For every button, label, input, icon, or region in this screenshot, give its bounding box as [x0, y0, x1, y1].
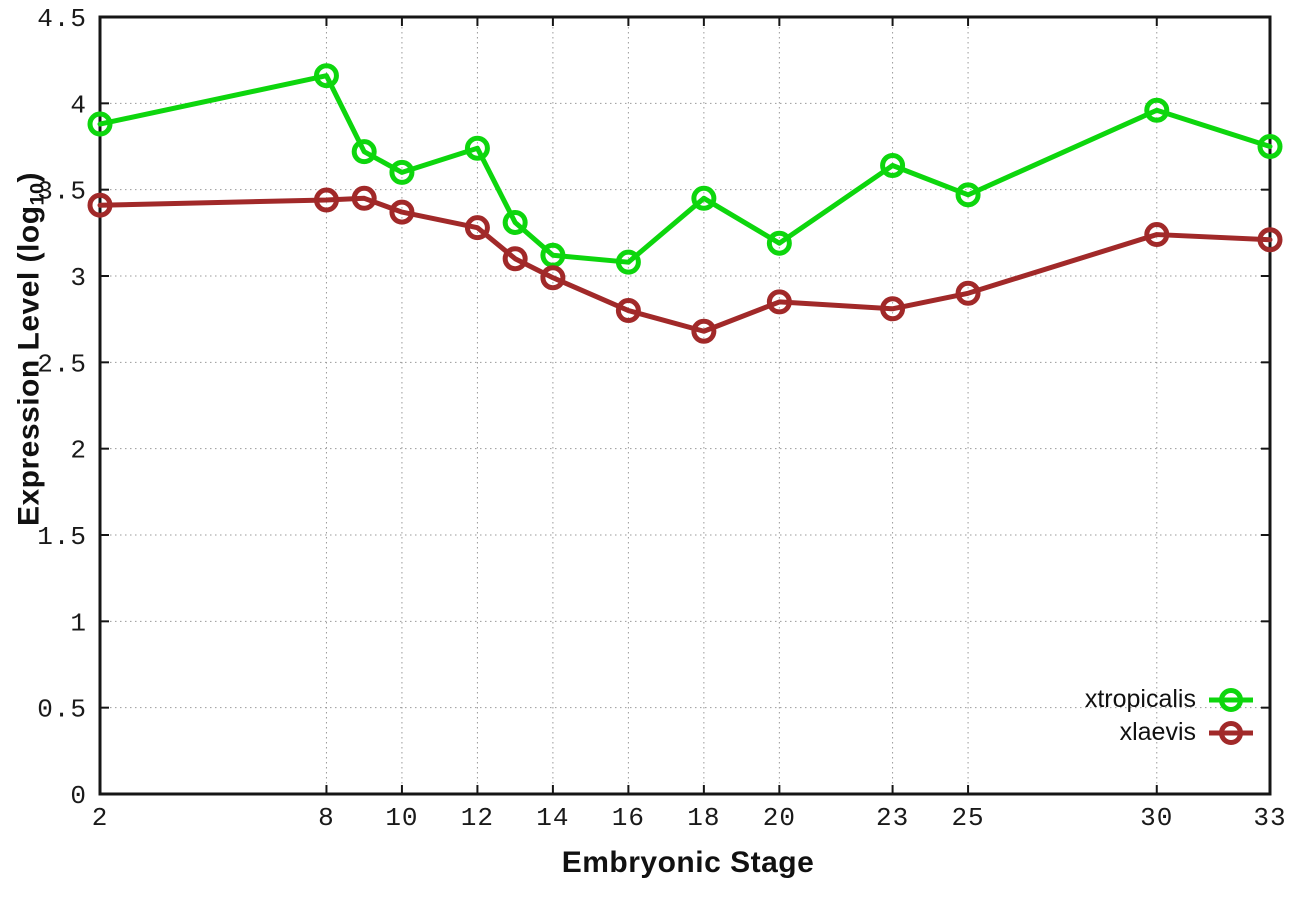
y-axis-title-text: Expression Level (log: [12, 205, 46, 527]
y-tick-label: 3: [70, 263, 87, 293]
legend-label-xtropicalis: xtropicalis: [1084, 685, 1196, 713]
data-point-xlaevis: [464, 215, 490, 241]
y-axis-title: Expression Level (log10): [13, 172, 50, 526]
x-tick-label: 33: [1253, 803, 1286, 833]
x-tick-label: 8: [318, 803, 335, 833]
legend-label-xlaevis: xlaevis: [1119, 718, 1196, 746]
data-point-xtropicalis: [1144, 97, 1170, 123]
y-tick-label: 2: [70, 436, 87, 466]
data-point-xlaevis: [955, 280, 981, 306]
data-point-xtropicalis: [502, 209, 528, 235]
x-tick-label: 16: [612, 803, 645, 833]
x-axis-title: Embryonic Stage: [561, 846, 815, 879]
data-point-xlaevis: [502, 246, 528, 272]
x-tick-label: 14: [536, 803, 569, 833]
data-point-xlaevis: [1144, 222, 1170, 248]
data-point-xlaevis: [313, 187, 339, 213]
data-point-xlaevis: [880, 296, 906, 322]
data-point-xtropicalis: [615, 249, 641, 275]
series-line-xlaevis: [97, 195, 1273, 334]
data-point-xtropicalis: [464, 135, 490, 161]
x-tick-label: 23: [876, 803, 909, 833]
legend: xtropicalis xlaevis: [1085, 683, 1254, 749]
data-point-xtropicalis: [351, 139, 377, 165]
data-point-xlaevis: [691, 318, 717, 344]
y-tick-label: 3.5: [37, 177, 87, 207]
x-tick-label: 25: [951, 803, 984, 833]
data-point-xtropicalis: [87, 111, 113, 137]
y-tick-label: 1: [70, 608, 87, 638]
y-tick-label: 4.5: [37, 4, 87, 34]
x-tick-label: 2: [92, 803, 109, 833]
x-tick-label: 20: [763, 803, 796, 833]
series-line-xtropicalis: [97, 73, 1273, 265]
data-point-xlaevis: [389, 199, 415, 225]
y-tick-label: 2.5: [37, 349, 87, 379]
x-tick-label: 10: [385, 803, 418, 833]
data-point-xlaevis: [540, 265, 566, 291]
data-point-xtropicalis: [313, 63, 339, 89]
x-tick-label: 30: [1140, 803, 1173, 833]
y-tick-label: 0: [70, 781, 87, 811]
plot-border: [98, 15, 1272, 796]
data-point-xlaevis: [1257, 227, 1283, 253]
legend-item-xlaevis: xlaevis: [1085, 716, 1254, 749]
data-point-xlaevis: [87, 192, 113, 218]
y-tick-label: 4: [70, 90, 87, 120]
data-point-xlaevis: [615, 298, 641, 324]
data-point-xtropicalis: [766, 230, 792, 256]
y-tick-label: 0.5: [37, 695, 87, 725]
y-tick-label: 1.5: [37, 522, 87, 552]
y-axis-title-subscript: 10: [26, 182, 49, 206]
data-point-xtropicalis: [389, 159, 415, 185]
data-point-xtropicalis: [955, 182, 981, 208]
data-point-xtropicalis: [691, 185, 717, 211]
y-axis-title-suffix: ): [12, 171, 46, 183]
x-tick-label: 18: [687, 803, 720, 833]
legend-line-marker-icon-xlaevis: [1209, 720, 1253, 745]
legend-item-xtropicalis: xtropicalis: [1085, 683, 1254, 716]
data-point-xlaevis: [351, 185, 377, 211]
data-point-xtropicalis: [880, 152, 906, 178]
x-tick-label: 12: [461, 803, 494, 833]
data-point-xtropicalis: [1257, 134, 1283, 159]
data-point-xlaevis: [766, 289, 792, 315]
legend-line-marker-icon-xtropicalis: [1209, 687, 1253, 712]
